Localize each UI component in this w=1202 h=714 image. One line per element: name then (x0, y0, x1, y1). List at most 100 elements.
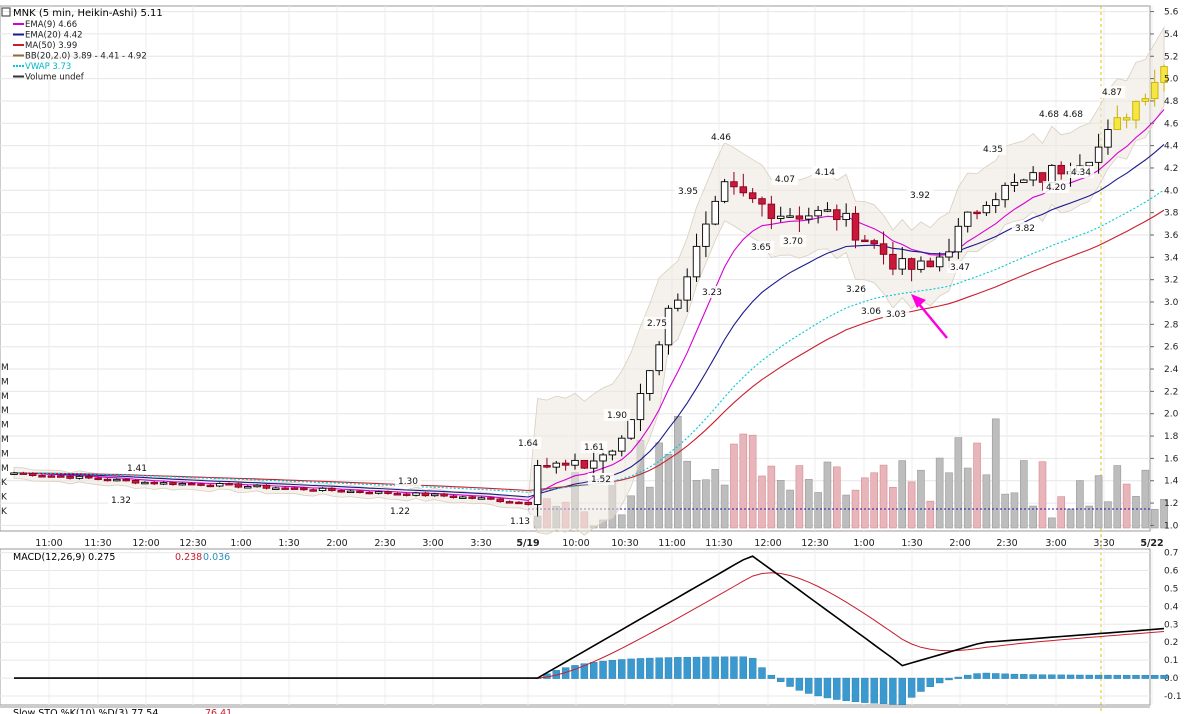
volume-bar (655, 442, 663, 529)
candle (935, 256, 944, 268)
y-tick-label: 1.6 (1164, 454, 1179, 464)
volume-bar (954, 437, 963, 529)
candle (365, 491, 374, 495)
volume-bar (748, 434, 757, 529)
price-label: 1.13 (510, 517, 530, 527)
x-tick-label: 12:00 (754, 538, 781, 549)
price-label: 1.22 (390, 507, 410, 517)
candle (28, 472, 37, 476)
y-tick-label: 4.6 (1164, 119, 1179, 129)
macd-histogram-bar (935, 677, 944, 684)
volume-bar (898, 460, 907, 529)
y-tick-label: 2.2 (1164, 387, 1178, 397)
volume-bar (1132, 495, 1140, 529)
candle (1085, 161, 1093, 167)
volume-bar (879, 464, 888, 529)
candle (702, 223, 710, 247)
candle (795, 215, 804, 220)
volume-bar (1001, 493, 1009, 529)
macd-histogram-bar (1057, 674, 1065, 679)
candle (281, 487, 289, 490)
candle (1020, 179, 1028, 183)
candle (75, 475, 84, 479)
volume-bar (870, 472, 879, 529)
candle (468, 496, 476, 499)
price-label: 1.52 (591, 475, 611, 485)
candle (861, 239, 869, 243)
candle (767, 203, 776, 219)
candle (253, 484, 261, 488)
price-labels: 1.41 1.32 1.30 1.22 1.13 1.64 1.61 1.52 1.90 2.75… (107, 86, 1126, 527)
candle (618, 437, 626, 452)
volume-bar (917, 469, 925, 529)
volume-axis-label: M (1, 464, 9, 474)
macd-histogram-bar (739, 656, 747, 679)
macd-histogram-bar (692, 656, 701, 679)
macd-histogram-bar (664, 657, 673, 679)
x-tick-label: 3:00 (422, 538, 443, 549)
price-label: 4.20 (1046, 183, 1066, 193)
candle (870, 240, 878, 245)
volume-bar (674, 416, 682, 529)
volume-bar (627, 495, 635, 529)
candle (318, 487, 327, 492)
candle (1150, 81, 1159, 100)
candle (328, 487, 336, 491)
bollinger-bands (13, 25, 1165, 536)
candle (674, 299, 682, 309)
legend-entry: BB(20,2.0) 3.89 - 4.41 - 4.92 (25, 52, 147, 62)
macd-histogram-bar (861, 677, 869, 703)
candle (94, 477, 102, 480)
volume-bar (1113, 465, 1122, 529)
macd-histogram-bar (964, 674, 972, 679)
macd-histogram-bar (646, 657, 654, 679)
macd-histogram-bar (1038, 674, 1047, 679)
price-label: 4.14 (815, 168, 835, 178)
candle (739, 186, 748, 194)
macd-histogram-bar (608, 659, 617, 679)
volume-bar (926, 500, 935, 529)
candle (412, 492, 420, 496)
candle (197, 483, 205, 486)
macd-histogram-bar (1020, 674, 1028, 679)
candle (1141, 98, 1150, 102)
candle (683, 276, 691, 301)
candle (646, 370, 654, 394)
candle (477, 497, 486, 500)
price-label-bg (906, 189, 934, 201)
price-label-bg (1067, 166, 1095, 178)
candle (234, 483, 243, 488)
price-label: 1.41 (127, 464, 147, 474)
price-label-bg (979, 143, 1007, 155)
candle (963, 211, 972, 227)
stochastic-panel: Slow STO %K(10) %D(3) 77.54 76.41 (0, 706, 1150, 714)
candle (917, 260, 925, 270)
volume-bar (720, 484, 729, 529)
macd-histogram-bar (879, 677, 888, 704)
volume-axis-label: K (1, 493, 8, 503)
macd-histogram-bar (823, 677, 832, 699)
candle (1094, 146, 1103, 163)
macd-tick-label: -0.1 (1164, 692, 1182, 702)
candle (85, 475, 93, 479)
x-tick-label: 11:30 (705, 538, 732, 549)
volume-bar (1029, 505, 1037, 529)
volume-bar (1057, 496, 1065, 529)
y-tick-label: 4.0 (1164, 186, 1179, 196)
y-tick-label: 5.6 (1164, 8, 1179, 18)
candle (879, 243, 888, 255)
price-label: 4.07 (775, 175, 795, 185)
volume-axis-label: M (1, 435, 9, 445)
macd-histogram-bar (1104, 674, 1112, 679)
candle (1010, 181, 1019, 186)
volume-axis-label: M (1, 406, 9, 416)
volume-bar (683, 460, 692, 529)
candle (487, 497, 495, 500)
volume-bar (711, 469, 720, 529)
candle (122, 478, 130, 482)
price-label-bg (747, 241, 775, 253)
volume-bar (982, 474, 991, 529)
candle (431, 493, 439, 497)
macd-histogram-bar (1066, 674, 1075, 679)
candle (1132, 100, 1140, 121)
